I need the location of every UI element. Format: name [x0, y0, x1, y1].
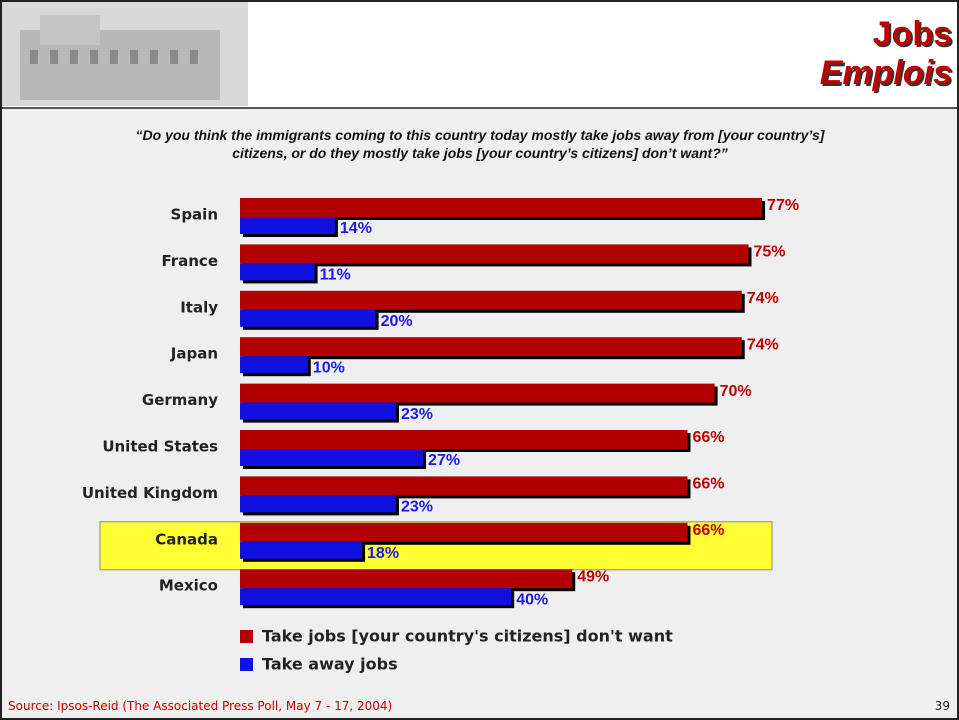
value-label: 74%	[747, 336, 779, 353]
chart-title: Jobs	[873, 15, 952, 53]
bar	[240, 383, 715, 403]
bar	[240, 569, 573, 589]
bar	[240, 263, 315, 281]
category-label: France	[161, 252, 218, 270]
bar	[240, 217, 335, 234]
value-label: 27%	[428, 452, 460, 469]
category-label: Italy	[180, 298, 218, 316]
bar	[240, 541, 363, 559]
category-label: Mexico	[159, 577, 218, 595]
value-label: 77%	[767, 197, 799, 214]
category-label: United States	[102, 438, 218, 456]
value-label: 66%	[692, 476, 724, 493]
value-label: 11%	[320, 267, 351, 284]
bar	[240, 198, 763, 217]
plot: Spain 77% 14% France 75% 11% Italy 74% 20% Japan 7…	[82, 197, 799, 673]
value-label: 40%	[516, 591, 548, 608]
category-label: Canada	[155, 530, 218, 548]
bar	[240, 430, 688, 449]
value-label: 23%	[401, 499, 433, 516]
page-number: 39	[935, 699, 950, 713]
legend-swatch	[240, 658, 253, 671]
value-label: 66%	[692, 429, 724, 446]
source: Source: Ipsos-Reid (The Associated Press…	[8, 699, 392, 713]
value-label: 14%	[340, 220, 372, 237]
value-label: 23%	[401, 406, 433, 423]
value-label: 20%	[381, 313, 413, 330]
value-label: 66%	[692, 522, 724, 539]
question: citizens, or do they mostly take jobs [y…	[232, 145, 728, 161]
category-label: United Kingdom	[82, 484, 218, 502]
value-label: 75%	[754, 244, 786, 261]
category-label: Germany	[142, 391, 218, 409]
bar	[240, 337, 742, 357]
bar	[240, 244, 749, 264]
bar	[240, 476, 688, 496]
question: “Do you think the immigrants coming to t…	[136, 127, 826, 143]
value-label: 70%	[720, 383, 752, 400]
category-label: Japan	[170, 345, 218, 363]
bar	[240, 356, 308, 374]
value-label: 74%	[747, 290, 779, 307]
bar	[240, 449, 424, 466]
bar	[240, 588, 512, 606]
bar	[240, 290, 742, 310]
bar	[240, 522, 688, 542]
title-shadow: Jobs	[875, 17, 954, 55]
legend-swatch	[240, 630, 253, 643]
value-label: 10%	[313, 359, 345, 376]
subtitle-shadow: Emplois	[822, 56, 954, 94]
value-label: 49%	[577, 568, 609, 585]
chart-subtitle: Emplois	[820, 54, 952, 92]
legend-label: Take away jobs	[262, 655, 398, 674]
bar	[240, 402, 396, 420]
bar	[240, 309, 376, 327]
value-label: 18%	[367, 545, 399, 562]
bar	[240, 495, 396, 513]
legend-label: Take jobs [your country's citizens] don'…	[262, 627, 673, 646]
header-photo	[2, 2, 248, 106]
category-label: Spain	[171, 206, 218, 224]
